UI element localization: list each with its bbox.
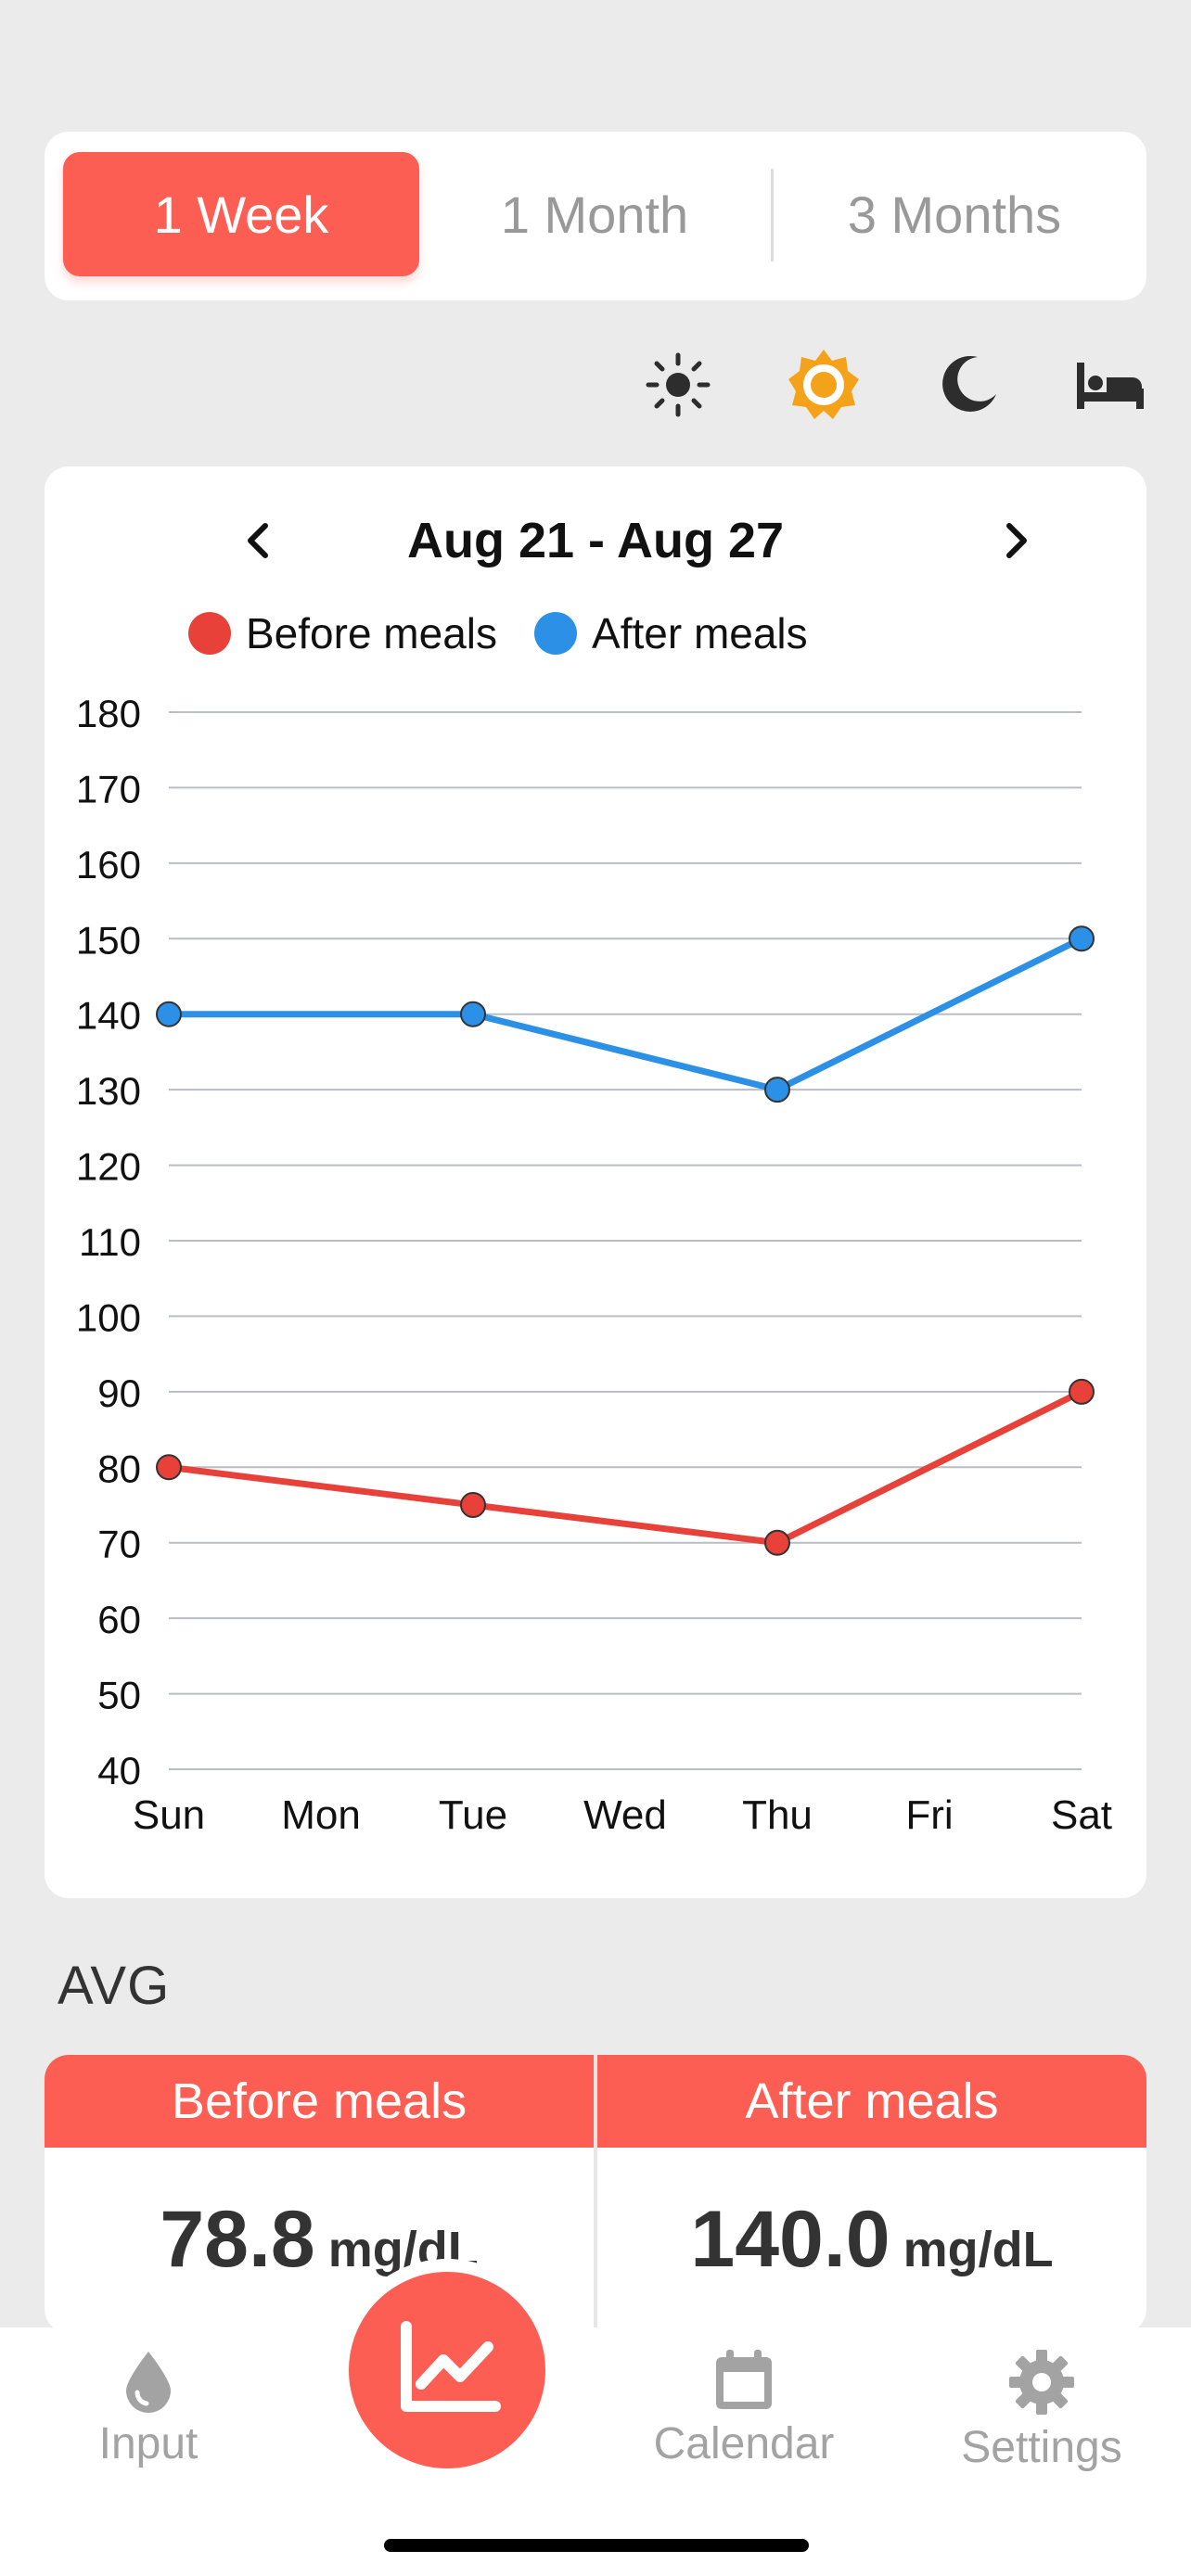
x-tick-label: Wed (583, 1792, 667, 1838)
series-line-after-meals (169, 936, 1083, 1093)
y-tick-label: 150 (76, 918, 141, 962)
tab-input[interactable]: Input (9, 2327, 288, 2513)
segment-divider (771, 169, 774, 261)
avg-before-value: 78.8 mg/dL (45, 2194, 594, 2315)
y-tick-label: 110 (79, 1220, 141, 1264)
gear-icon (1009, 2350, 1074, 2415)
y-tick-label: 40 (97, 1749, 141, 1792)
y-tick-label: 130 (76, 1069, 141, 1113)
avg-card: Before meals After meals 78.8 mg/dL 140.… (45, 2055, 1146, 2333)
avg-before-number: 78.8 (160, 2195, 315, 2284)
glucose-line-chart: 180170160150140130120110100908070605040S… (76, 692, 1112, 1838)
legend-before-label: Before meals (246, 609, 498, 657)
tab-input-label: Input (98, 2419, 198, 2468)
x-tick-label: Sun (133, 1792, 205, 1838)
y-tick-label: 50 (97, 1674, 141, 1717)
next-week-button[interactable] (970, 494, 1063, 587)
x-tick-label: Tue (439, 1792, 507, 1838)
tab-1-month[interactable]: 1 Month (500, 185, 689, 244)
legend-after-dot (534, 612, 578, 655)
x-tick-label: Thu (742, 1792, 813, 1838)
legend-after-meals: After meals (534, 608, 808, 658)
avg-before-unit: mg/dL (327, 2222, 479, 2277)
y-tick-label: 180 (76, 692, 141, 735)
avg-after-header: After meals (597, 2055, 1146, 2148)
moon-icon[interactable] (927, 343, 1010, 427)
calendar-icon (716, 2350, 772, 2409)
chart-line-icon (401, 2321, 501, 2412)
y-tick-label: 140 (76, 994, 141, 1038)
tab-settings[interactable]: Settings (903, 2327, 1181, 2513)
avg-before-header: Before meals (45, 2055, 594, 2148)
previous-week-button[interactable] (211, 494, 304, 587)
y-tick-label: 100 (76, 1295, 141, 1339)
legend-before-dot (188, 612, 231, 655)
tab-calendar-label: Calendar (653, 2419, 835, 2468)
tab-settings-label: Settings (961, 2423, 1122, 2472)
bottom-tab-bar: Input Calendar Settings (0, 2327, 1191, 2576)
tab-3-months[interactable]: 3 Months (847, 185, 1062, 244)
chevron-right-icon (1006, 523, 1027, 558)
data-point-after-meals (1069, 925, 1095, 952)
x-tick-label: Fri (905, 1792, 953, 1838)
data-point-before-meals (1069, 1378, 1095, 1405)
tab-chart-button[interactable] (349, 2272, 545, 2468)
legend-before-meals: Before meals (188, 608, 497, 658)
data-point-after-meals (156, 1001, 182, 1027)
home-indicator (384, 2539, 809, 2552)
data-point-after-meals (460, 1001, 486, 1027)
noon-sun-icon[interactable] (782, 343, 865, 427)
y-tick-label: 80 (97, 1447, 141, 1490)
date-range-title: Aug 21 - Aug 27 (406, 513, 785, 568)
x-tick-label: Sat (1051, 1792, 1112, 1838)
y-tick-label: 70 (97, 1523, 141, 1566)
series-line-before-meals (168, 1388, 1083, 1547)
x-tick-label: Mon (281, 1792, 361, 1838)
avg-after-unit: mg/dL (903, 2222, 1054, 2277)
tab-calendar[interactable]: Calendar (605, 2327, 883, 2513)
morning-sun-icon[interactable] (636, 343, 720, 427)
legend-after-label: After meals (592, 609, 808, 657)
data-point-after-meals (764, 1077, 790, 1103)
avg-divider (594, 2055, 597, 2333)
droplet-icon (126, 2352, 171, 2413)
avg-after-number: 140.0 (690, 2195, 890, 2284)
tab-1-week[interactable]: 1 Week (63, 152, 419, 276)
y-tick-label: 120 (76, 1145, 141, 1189)
range-selector: 1 Week 1 Month 3 Months (45, 132, 1146, 300)
y-tick-label: 60 (97, 1598, 141, 1641)
data-point-before-meals (460, 1492, 486, 1518)
avg-section-title: AVG (58, 1956, 171, 2016)
chevron-left-icon (248, 523, 268, 558)
bed-icon[interactable] (1069, 343, 1152, 427)
y-tick-label: 170 (76, 767, 141, 810)
data-point-before-meals (764, 1529, 790, 1556)
chart-legend: Before meals After meals (188, 596, 845, 670)
y-tick-label: 160 (76, 843, 141, 886)
data-point-before-meals (156, 1454, 182, 1481)
chart-card: Aug 21 - Aug 27 Before meals After meals… (45, 466, 1146, 1898)
y-tick-label: 90 (97, 1371, 141, 1415)
avg-after-value: 140.0 mg/dL (597, 2194, 1146, 2315)
